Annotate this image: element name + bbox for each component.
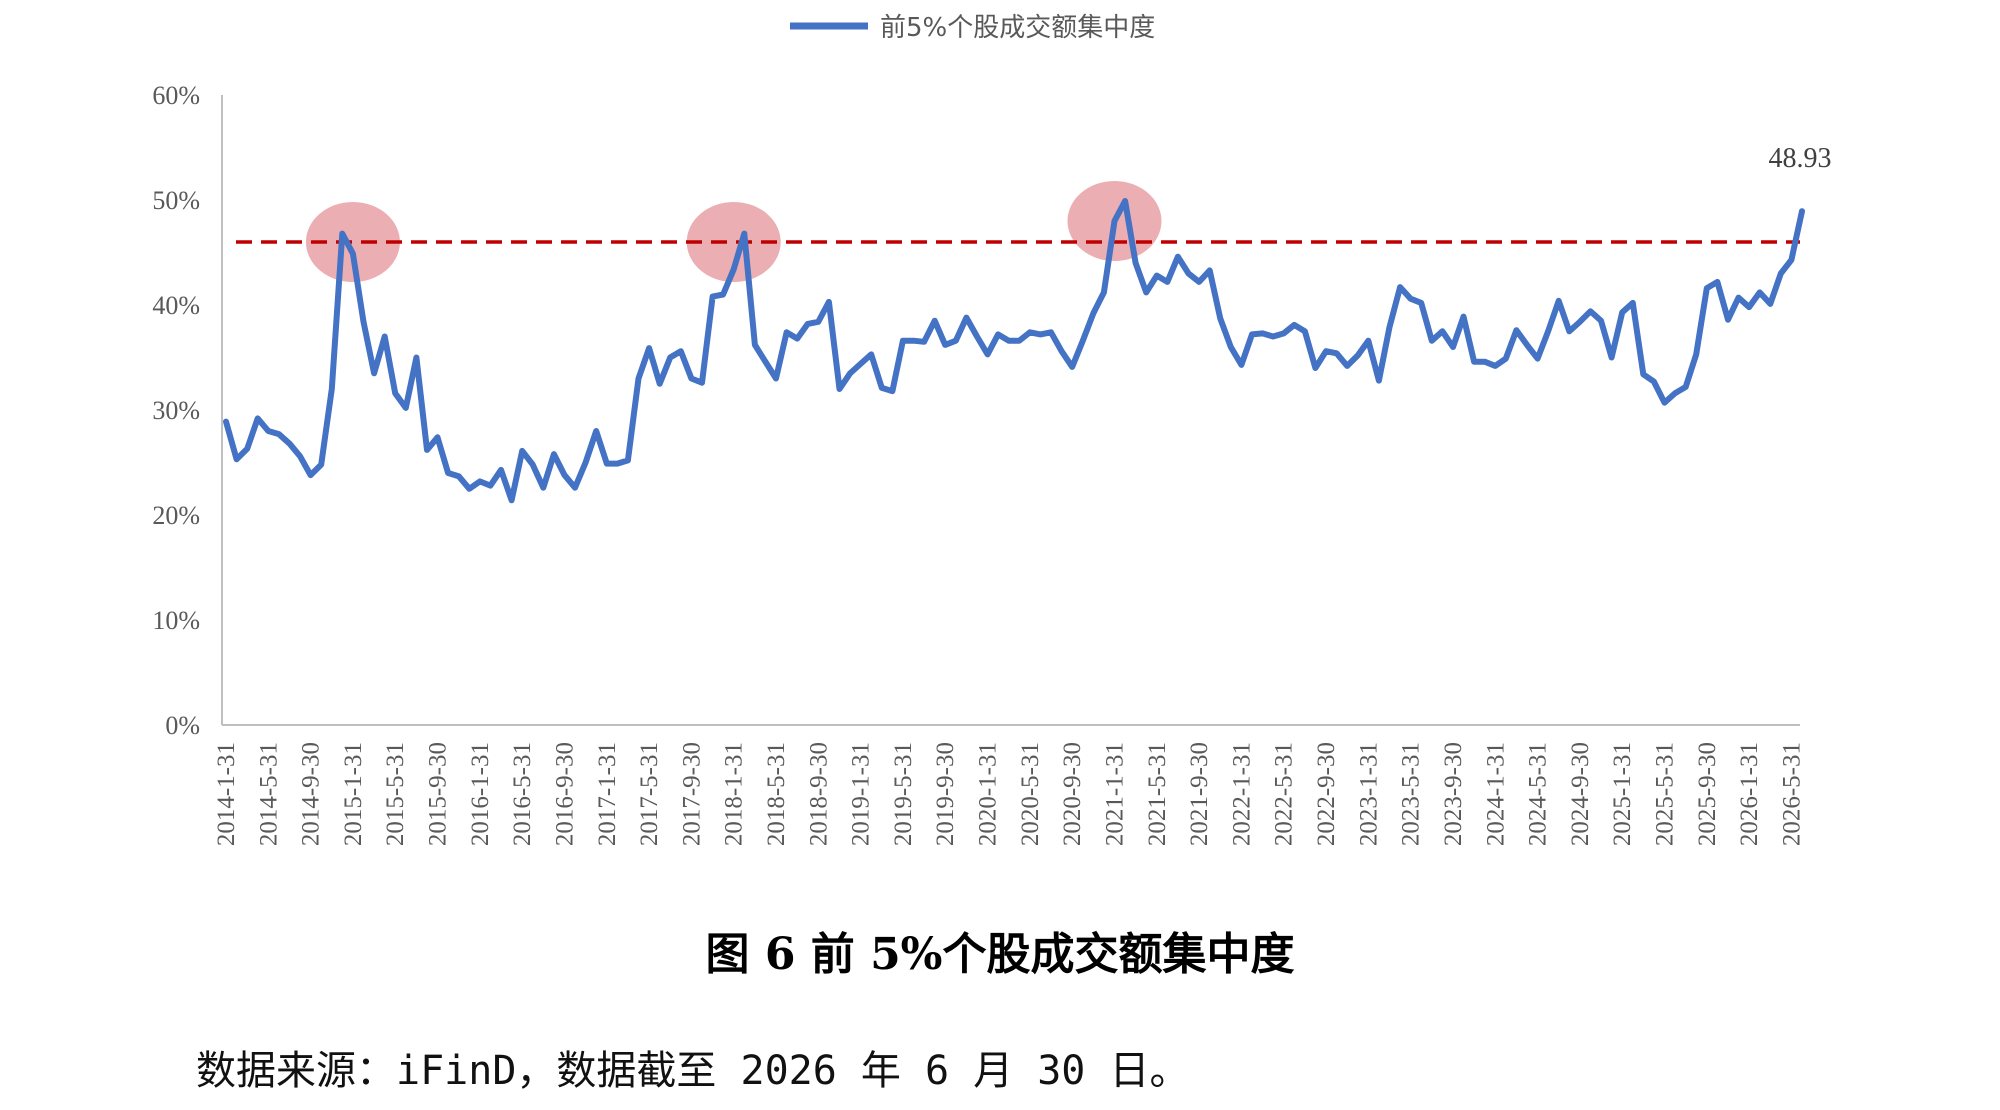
x-tick-label: 2017-1-31 (594, 742, 621, 846)
series-line (223, 198, 1805, 504)
y-tick-label: 20% (152, 501, 200, 530)
x-tick-label: 2016-1-31 (467, 742, 494, 846)
x-tick-label: 2025-9-30 (1694, 742, 1721, 846)
chart-legend: 前5%个股成交额集中度 (790, 13, 1155, 43)
chart-axes (221, 95, 1800, 726)
x-tick-label: 2025-1-31 (1609, 742, 1636, 846)
peak-highlight-2 (686, 202, 781, 282)
legend-label: 前5%个股成交额集中度 (880, 13, 1155, 43)
last-value-label: 48.93 (1769, 143, 1832, 174)
x-tick-label: 2019-9-30 (932, 742, 959, 846)
x-tick-label: 2026-1-31 (1736, 742, 1763, 846)
y-tick-label: 0% (165, 711, 200, 740)
x-tick-label: 2019-5-31 (890, 742, 917, 846)
x-tick-label: 2019-1-31 (848, 742, 875, 846)
x-tick-label: 2021-9-30 (1186, 742, 1213, 846)
x-tick-label: 2025-5-31 (1651, 742, 1678, 846)
x-tick-label: 2018-9-30 (805, 742, 832, 846)
x-tick-label: 2015-1-31 (340, 742, 367, 846)
x-tick-label: 2022-9-30 (1313, 742, 1340, 846)
x-tick-label: 2015-5-31 (382, 742, 409, 846)
x-tick-label: 2021-5-31 (1144, 742, 1171, 846)
y-tick-label: 10% (152, 606, 200, 635)
x-tick-label: 2024-5-31 (1525, 742, 1552, 846)
x-tick-label: 2018-1-31 (721, 742, 748, 846)
x-tick-label: 2023-1-31 (1355, 742, 1382, 846)
x-tick-label: 2016-9-30 (551, 742, 578, 846)
x-tick-label: 2024-9-30 (1567, 742, 1594, 846)
source-note: 数据来源：iFinD，数据截至 2026 年 6 月 30 日。 (196, 1048, 1190, 1094)
x-tick-label: 2020-1-31 (975, 742, 1002, 846)
x-tick-label: 2018-5-31 (763, 742, 790, 846)
y-tick-label: 60% (152, 81, 200, 110)
x-tick-label: 2026-5-31 (1778, 742, 1805, 846)
figure-caption: 图 6 前 5%个股成交额集中度 (705, 929, 1295, 980)
x-tick-label: 2021-1-31 (1101, 742, 1128, 846)
x-tick-label: 2014-9-30 (298, 742, 325, 846)
peak-highlight-1 (305, 202, 400, 282)
x-axis-labels: 2014-1-31 2014-5-31 2014-9-30 2015-1-31 2015… (213, 742, 1805, 846)
x-tick-label: 2017-9-30 (678, 742, 705, 846)
series-group (223, 198, 1805, 504)
x-tick-label: 2015-9-30 (425, 742, 452, 846)
y-tick-label: 40% (152, 291, 200, 320)
x-tick-label: 2022-1-31 (1228, 742, 1255, 846)
x-tick-label: 2016-5-31 (509, 742, 536, 846)
x-tick-label: 2014-1-31 (213, 742, 240, 846)
x-tick-label: 2023-9-30 (1440, 742, 1467, 846)
y-tick-label: 50% (152, 186, 200, 215)
x-tick-label: 2014-5-31 (255, 742, 282, 846)
x-tick-label: 2020-9-30 (1059, 742, 1086, 846)
x-tick-label: 2023-5-31 (1398, 742, 1425, 846)
x-tick-label: 2020-5-31 (1017, 742, 1044, 846)
x-tick-label: 2022-5-31 (1271, 742, 1298, 846)
concentration-line-chart: 前5%个股成交额集中度 0% 10% 20% 30% 40% 50% 60% 2014-1-… (152, 13, 1832, 846)
y-tick-label: 30% (152, 396, 200, 425)
x-tick-label: 2017-5-31 (636, 742, 663, 846)
y-axis-labels: 0% 10% 20% 30% 40% 50% 60% (152, 81, 200, 740)
x-tick-label: 2024-1-31 (1482, 742, 1509, 846)
